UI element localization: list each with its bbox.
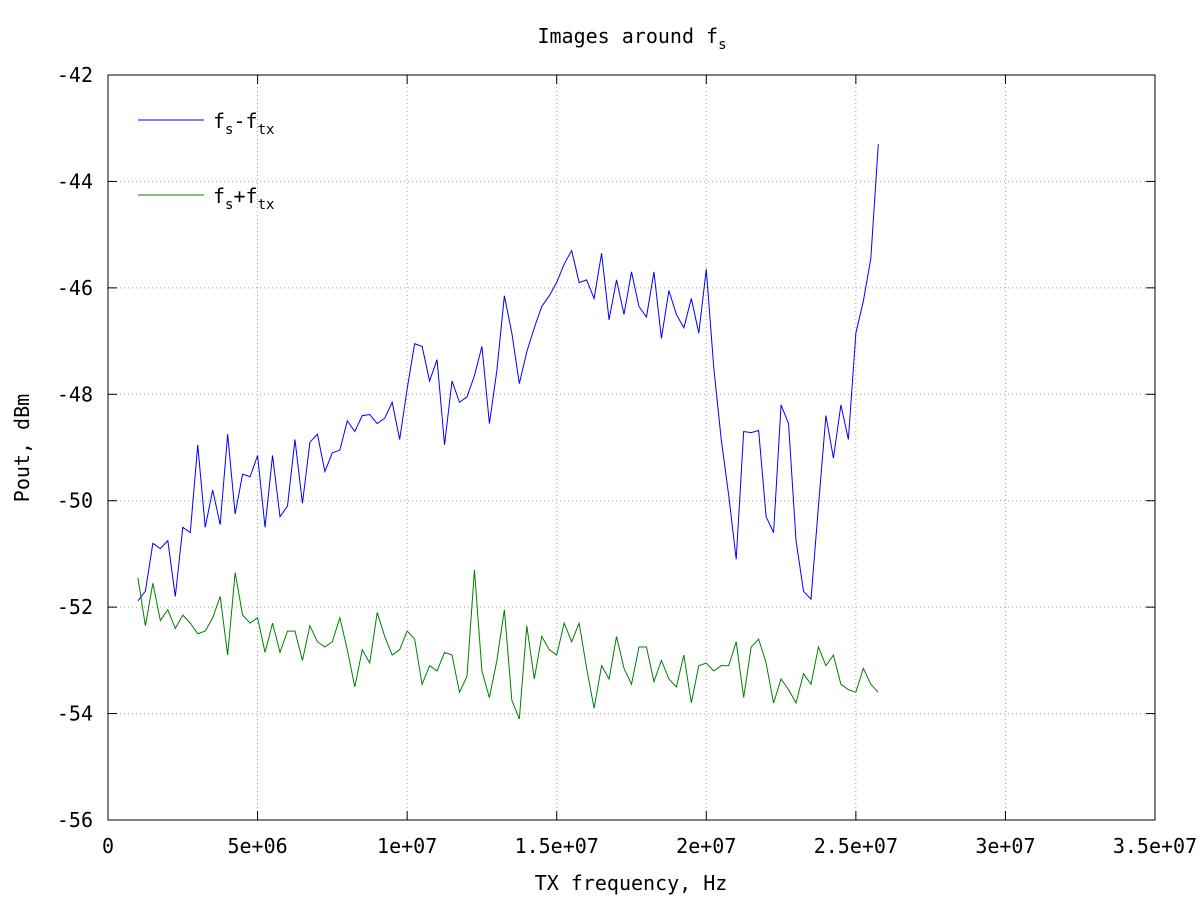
y-tick-label: -44 [57, 169, 93, 193]
chart-title: Images around fs [537, 24, 726, 53]
legend-label-series-2: fs+ftx [213, 184, 274, 213]
y-tick-label: -50 [57, 489, 93, 513]
legend: fs-ftx fs+ftx [138, 109, 274, 213]
x-tick-label: 1.5e+07 [515, 834, 599, 858]
series-line-1 [137, 144, 879, 602]
y-tick-label: -46 [57, 276, 93, 300]
axis-ticks [107, 74, 1156, 821]
x-tick-label: 1e+07 [377, 834, 437, 858]
y-tick-label: -52 [57, 595, 93, 619]
x-tick-label: 2.5e+07 [814, 834, 898, 858]
series-layer [137, 144, 879, 720]
y-axis-label: Pout, dBm [10, 394, 34, 502]
x-tick-label: 0 [102, 834, 114, 858]
x-tick-label: 2e+07 [676, 834, 736, 858]
y-tick-label: -48 [57, 382, 93, 406]
tick-labels: 0 5e+06 1e+07 1.5e+07 2e+07 2.5e+07 3e+07 3.5e+… [57, 63, 1197, 858]
plot-frame [107, 74, 1156, 821]
x-tick-label: 3.5e+07 [1113, 834, 1197, 858]
y-tick-label: -54 [57, 702, 93, 726]
x-tick-label: 5e+06 [227, 834, 287, 858]
grid [108, 75, 1155, 820]
series-line-2 [137, 569, 879, 720]
x-axis-label: TX frequency, Hz [535, 871, 728, 895]
legend-label-series-1: fs-ftx [213, 109, 274, 138]
y-tick-label: -56 [57, 808, 93, 832]
y-tick-label: -42 [57, 63, 93, 87]
x-tick-label: 3e+07 [975, 834, 1035, 858]
